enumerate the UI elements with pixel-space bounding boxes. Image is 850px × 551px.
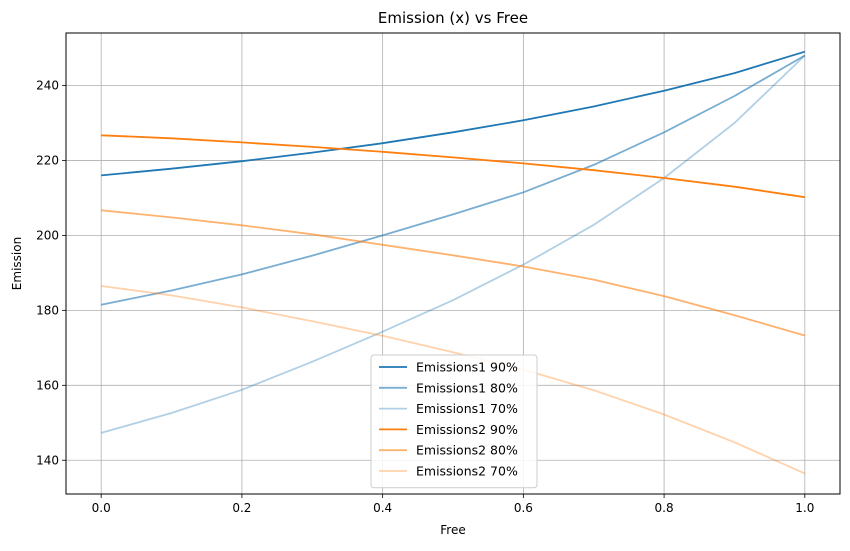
legend-label: Emissions2 70% [416,464,518,479]
y-tick-label: 140 [36,453,59,467]
plot-frame [65,32,841,495]
legend-label: Emissions1 70% [416,401,518,416]
series-line-1 [101,50,806,177]
y-axis-label: Emission [10,237,24,290]
series-line-3 [100,54,806,434]
x-axis-label: Free [440,523,465,537]
x-tick-label: 1.0 [795,501,814,515]
series-line-6 [101,285,806,475]
x-tick-label: 0.0 [92,501,111,515]
series-line-5 [101,209,806,337]
legend-label: Emissions1 90% [416,360,518,375]
y-tick-label: 180 [36,303,59,317]
legend-label: Emissions2 80% [416,443,518,458]
y-tick-label: 160 [36,378,59,392]
legend-label: Emissions1 80% [416,380,518,395]
x-tick-label: 0.8 [655,501,674,515]
series-line-2 [101,54,806,306]
y-axis-ticks: 140 160 180 200 220 240 [36,78,66,467]
legend: Emissions1 90% Emissions1 80% Emissions1 7… [370,354,538,489]
chart-title: Emission (x) vs Free [378,9,528,27]
grid [66,33,840,494]
series-lines [100,50,806,475]
y-tick-label: 220 [36,153,59,167]
y-tick-label: 200 [36,228,59,242]
series-line-4 [101,134,805,199]
y-tick-label: 240 [36,78,59,92]
legend-box [370,354,538,489]
x-tick-label: 0.2 [232,501,251,515]
legend-label: Emissions2 90% [416,422,518,437]
x-tick-label: 0.6 [514,501,533,515]
x-tick-label: 0.4 [373,501,392,515]
x-axis-ticks: 0.0 0.2 0.4 0.6 0.8 1.0 [92,494,814,515]
